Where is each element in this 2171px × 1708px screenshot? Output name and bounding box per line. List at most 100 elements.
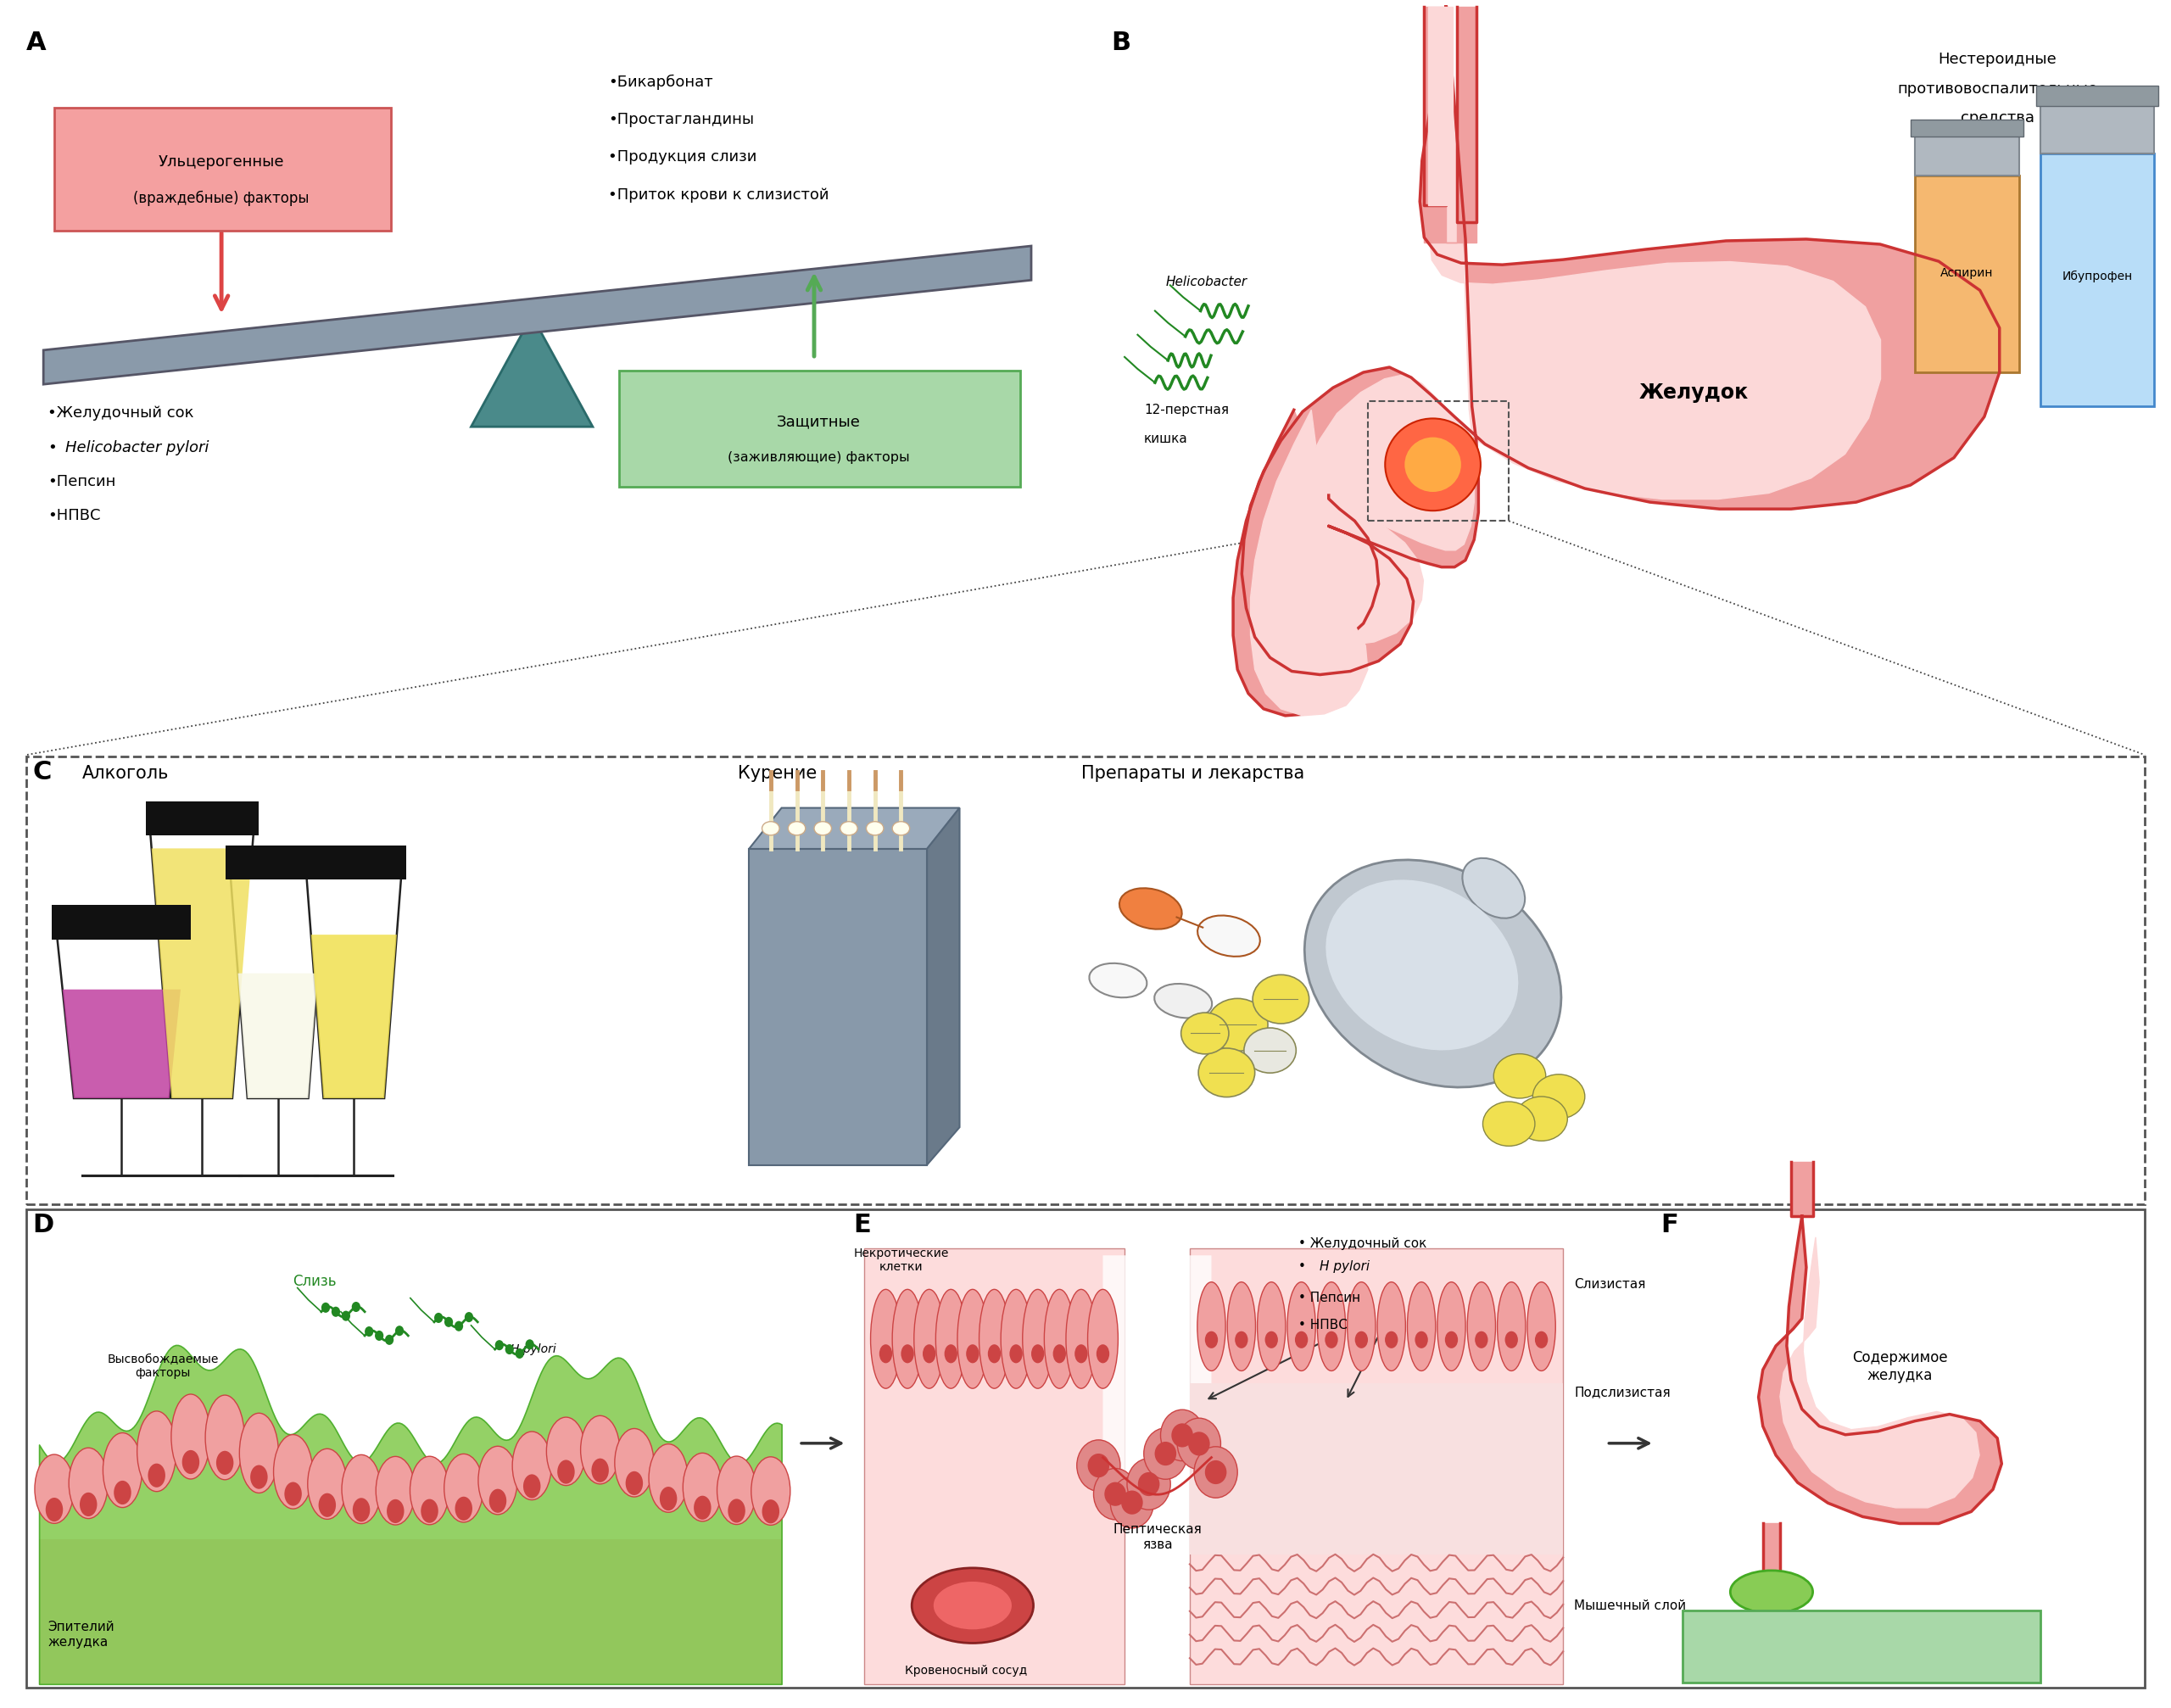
Ellipse shape: [148, 1464, 165, 1488]
Ellipse shape: [376, 1457, 415, 1525]
Ellipse shape: [1181, 1013, 1229, 1054]
Ellipse shape: [879, 1344, 892, 1363]
Ellipse shape: [113, 1481, 130, 1505]
Ellipse shape: [1207, 999, 1268, 1050]
Bar: [749, 849, 927, 1165]
Text: D: D: [33, 1213, 54, 1237]
Ellipse shape: [1144, 1428, 1188, 1479]
Ellipse shape: [934, 1582, 1012, 1629]
Polygon shape: [230, 871, 326, 1098]
Text: Перфорация: Перфорация: [1817, 1640, 1904, 1653]
Bar: [864, 1249, 1125, 1684]
Text: •: •: [1298, 1261, 1309, 1272]
Ellipse shape: [488, 1489, 506, 1513]
Ellipse shape: [321, 1303, 330, 1313]
Ellipse shape: [1031, 1344, 1044, 1363]
Text: • Желудочный сок: • Желудочный сок: [1298, 1237, 1426, 1250]
Text: Слизистая: Слизистая: [1574, 1278, 1646, 1291]
Ellipse shape: [1318, 1283, 1346, 1372]
Ellipse shape: [1405, 437, 1461, 492]
Text: Высвобождаемые
факторы: Высвобождаемые факторы: [106, 1354, 219, 1378]
Ellipse shape: [914, 1290, 944, 1389]
Ellipse shape: [1227, 1283, 1255, 1372]
Ellipse shape: [495, 1341, 504, 1351]
Ellipse shape: [1094, 1469, 1138, 1520]
Bar: [26, 757, 2145, 1204]
Ellipse shape: [1198, 1049, 1255, 1097]
Ellipse shape: [1257, 1283, 1285, 1372]
Text: •Продукция слизи: •Продукция слизи: [608, 150, 758, 164]
Polygon shape: [471, 316, 593, 427]
Ellipse shape: [454, 1320, 462, 1331]
Ellipse shape: [421, 1500, 439, 1524]
Ellipse shape: [1468, 1283, 1496, 1372]
Ellipse shape: [1120, 888, 1181, 929]
Text: Helicobacter: Helicobacter: [1166, 275, 1248, 289]
Ellipse shape: [206, 1395, 245, 1479]
Ellipse shape: [1385, 418, 1481, 511]
Ellipse shape: [1188, 1431, 1209, 1455]
Text: F: F: [1661, 1213, 1678, 1237]
Polygon shape: [150, 827, 254, 1098]
Ellipse shape: [1474, 1331, 1487, 1348]
Polygon shape: [1780, 1237, 1980, 1508]
Bar: [39, 1539, 782, 1684]
Text: • НПВС: • НПВС: [1298, 1319, 1348, 1332]
Ellipse shape: [1023, 1290, 1053, 1389]
Bar: [302, 845, 406, 880]
Ellipse shape: [936, 1290, 966, 1389]
Ellipse shape: [591, 1459, 608, 1483]
Polygon shape: [56, 931, 187, 1098]
Text: Препараты и лекарства: Препараты и лекарства: [1081, 765, 1305, 782]
Ellipse shape: [1077, 1440, 1120, 1491]
Ellipse shape: [901, 1344, 914, 1363]
Ellipse shape: [1446, 1331, 1459, 1348]
Ellipse shape: [465, 1312, 473, 1322]
Text: 12-перстная: 12-перстная: [1144, 403, 1229, 417]
Ellipse shape: [1348, 1283, 1376, 1372]
Ellipse shape: [957, 1290, 988, 1389]
Ellipse shape: [445, 1454, 484, 1522]
Bar: [26, 1209, 2145, 1688]
Ellipse shape: [217, 1450, 234, 1474]
Ellipse shape: [1385, 1331, 1398, 1348]
Ellipse shape: [478, 1447, 517, 1515]
Ellipse shape: [1198, 915, 1259, 956]
Ellipse shape: [1088, 1290, 1118, 1389]
Ellipse shape: [1001, 1290, 1031, 1389]
Bar: [52, 905, 191, 939]
Polygon shape: [1242, 7, 1999, 675]
Polygon shape: [306, 871, 402, 1098]
Ellipse shape: [46, 1498, 63, 1522]
Text: средства: средства: [1960, 111, 2034, 125]
Text: •Желудочный сок: •Желудочный сок: [48, 407, 193, 420]
Ellipse shape: [558, 1460, 575, 1484]
Ellipse shape: [376, 1331, 384, 1341]
Ellipse shape: [1376, 1283, 1405, 1372]
Ellipse shape: [515, 1348, 523, 1358]
Text: H pylori: H pylori: [1320, 1261, 1370, 1272]
Ellipse shape: [250, 1465, 267, 1489]
Text: В: В: [1112, 31, 1131, 55]
Bar: [1190, 1249, 1563, 1684]
Ellipse shape: [172, 1394, 211, 1479]
Ellipse shape: [1053, 1344, 1066, 1363]
Text: Защитные: Защитные: [777, 415, 860, 429]
Bar: [145, 801, 258, 835]
Ellipse shape: [1090, 963, 1146, 997]
Ellipse shape: [137, 1411, 176, 1491]
Polygon shape: [43, 246, 1031, 384]
Text: A: A: [26, 31, 46, 55]
Text: кишка: кишка: [1144, 432, 1188, 446]
Ellipse shape: [1194, 1447, 1237, 1498]
Ellipse shape: [1528, 1283, 1554, 1372]
Text: Helicobacter pylori: Helicobacter pylori: [65, 441, 208, 454]
Ellipse shape: [547, 1418, 586, 1486]
Ellipse shape: [525, 1339, 534, 1349]
Text: •Приток крови к слизистой: •Приток крови к слизистой: [608, 188, 829, 202]
Ellipse shape: [410, 1457, 449, 1525]
Ellipse shape: [979, 1290, 1010, 1389]
Ellipse shape: [365, 1327, 373, 1337]
Ellipse shape: [695, 1496, 712, 1520]
Text: Содержимое
желудка: Содержимое желудка: [1852, 1349, 1947, 1383]
